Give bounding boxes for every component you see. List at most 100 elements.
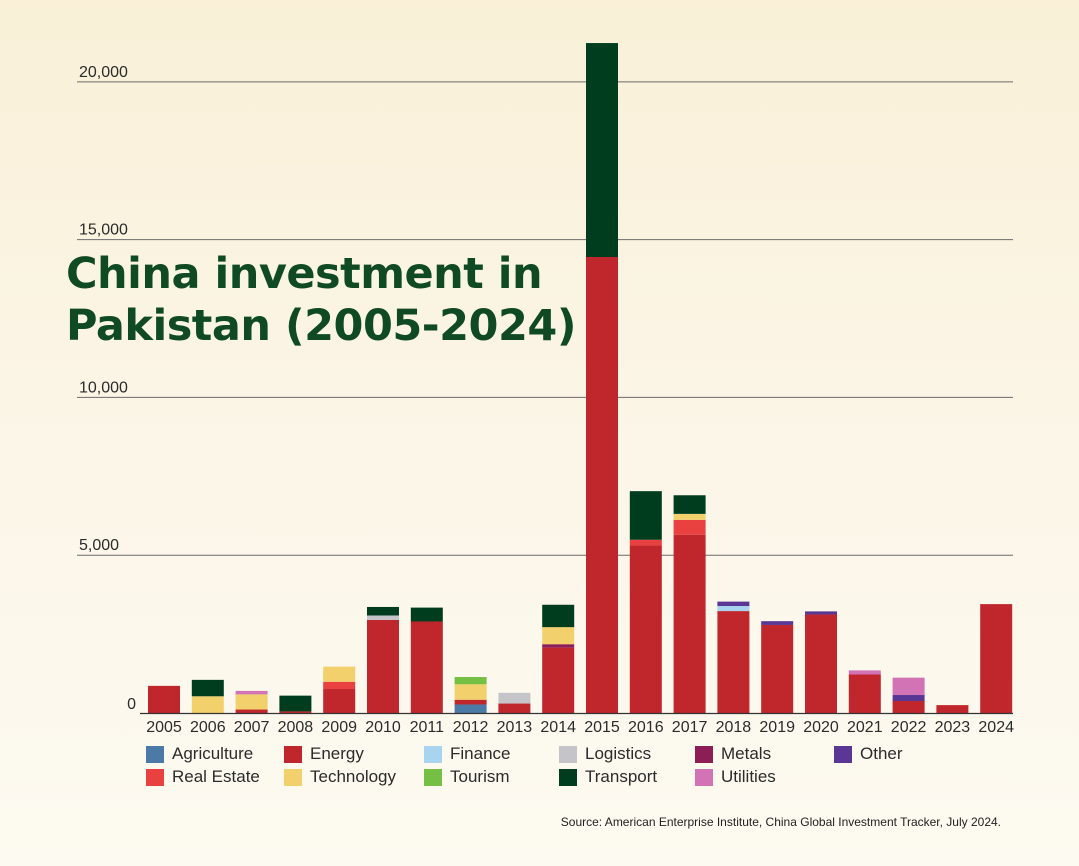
bar-segment-energy bbox=[629, 545, 662, 713]
bar-segment-transport bbox=[542, 604, 575, 628]
legend-item: Finance bbox=[424, 744, 510, 764]
legend-label: Tourism bbox=[450, 767, 510, 786]
bar-segment-transport bbox=[367, 606, 399, 616]
bar-segment-technology bbox=[235, 694, 268, 710]
bar-segment-energy bbox=[279, 711, 312, 713]
x-tick-label: 2013 bbox=[497, 719, 533, 736]
bar-segment-energy bbox=[761, 624, 794, 713]
bar-segment-energy bbox=[367, 619, 399, 713]
bar-segment-other bbox=[892, 695, 925, 702]
bar-segment-real-estate bbox=[673, 519, 706, 535]
legend-label: Logistics bbox=[585, 744, 652, 763]
chart-title-line-2: Pakistan (2005-2024) bbox=[66, 301, 576, 352]
legend-label: Transport bbox=[585, 767, 658, 786]
bar-segment-utilities bbox=[892, 677, 925, 696]
bar-segment-real-estate bbox=[629, 539, 662, 546]
y-tick-label: 10,000 bbox=[79, 379, 128, 396]
x-tick-label: 2008 bbox=[278, 719, 314, 736]
bar-segment-energy bbox=[717, 611, 750, 713]
x-tick-label: 2015 bbox=[584, 719, 620, 736]
legend-item: Energy bbox=[284, 744, 364, 764]
bar-segment-energy bbox=[542, 647, 575, 713]
bar-segment-energy bbox=[673, 534, 706, 713]
x-tick-label: 2021 bbox=[847, 719, 883, 736]
x-tick-label: 2006 bbox=[190, 719, 226, 736]
bar-segment-transport bbox=[673, 495, 706, 514]
bar-segment-transport bbox=[410, 607, 443, 622]
legend-label: Technology bbox=[310, 767, 397, 786]
x-tick-label: 2010 bbox=[365, 719, 401, 736]
chart-title-line-1: China investment in bbox=[66, 249, 543, 299]
bar-segment-tourism bbox=[454, 677, 487, 685]
x-tick-label: 2009 bbox=[321, 719, 357, 736]
bar-segment-technology bbox=[191, 696, 224, 713]
bar-segment-agriculture bbox=[454, 704, 487, 713]
legend-swatch bbox=[695, 745, 713, 763]
bar-segment-energy bbox=[848, 674, 881, 713]
bar-segment-energy bbox=[235, 709, 268, 713]
y-tick-label: 0 bbox=[127, 696, 136, 713]
legend-label: Real Estate bbox=[172, 767, 260, 786]
legend-swatch bbox=[424, 745, 442, 763]
legend-item: Technology bbox=[284, 767, 396, 787]
bar-segment-finance bbox=[717, 606, 750, 612]
bar-segment-logistics bbox=[367, 615, 399, 620]
bar-segment-technology bbox=[454, 684, 487, 700]
bar-segment-energy bbox=[936, 705, 969, 713]
bar-segment-real-estate bbox=[323, 681, 356, 690]
bar-segment-other bbox=[717, 601, 750, 607]
legend-item: Tourism bbox=[424, 767, 510, 787]
legend-item: Utilities bbox=[695, 767, 776, 787]
legend-label: Agriculture bbox=[172, 744, 254, 763]
legend-item: Agriculture bbox=[146, 744, 253, 764]
bar-segment-other bbox=[761, 621, 794, 625]
bar-segment-technology bbox=[673, 513, 706, 520]
bar-segment-energy bbox=[586, 257, 618, 713]
x-tick-label: 2014 bbox=[540, 719, 576, 736]
bar-segment-logistics bbox=[498, 692, 531, 704]
chart-title: China investment in Pakistan (2005-2024) bbox=[66, 248, 606, 353]
legend-swatch bbox=[284, 745, 302, 763]
bar-segment-energy bbox=[323, 689, 356, 713]
legend-swatch bbox=[559, 745, 577, 763]
x-tick-label: 2023 bbox=[935, 719, 971, 736]
bar-segment-energy bbox=[498, 703, 531, 713]
x-tick-label: 2020 bbox=[803, 719, 839, 736]
legend-item: Transport bbox=[559, 767, 657, 787]
x-tick-label: 2016 bbox=[628, 719, 664, 736]
chart-legend: Agriculture Energy Finance Logistics Metals O… bbox=[146, 744, 946, 790]
bar-segment-transport bbox=[629, 491, 662, 540]
legend-label: Metals bbox=[721, 744, 772, 763]
legend-label: Utilities bbox=[721, 767, 776, 786]
legend-swatch bbox=[424, 768, 442, 786]
source-note: Source: American Enterprise Institute, C… bbox=[560, 815, 1001, 829]
legend-item: Other bbox=[834, 744, 903, 764]
y-tick-label: 5,000 bbox=[79, 537, 119, 554]
legend-label: Finance bbox=[450, 744, 511, 763]
y-tick-label: 20,000 bbox=[79, 64, 128, 81]
x-tick-label: 2017 bbox=[672, 719, 708, 736]
x-tick-label: 2007 bbox=[234, 719, 270, 736]
bar-segment-transport bbox=[279, 695, 312, 712]
bar-segment-utilities bbox=[848, 670, 881, 675]
bar-segment-technology bbox=[542, 627, 575, 645]
bar-segment-other bbox=[805, 611, 837, 615]
x-tick-label: 2018 bbox=[716, 719, 752, 736]
x-tick-label: 2012 bbox=[453, 719, 489, 736]
y-tick-label: 15,000 bbox=[79, 222, 128, 239]
bar-segment-energy bbox=[454, 699, 487, 705]
x-tick-label: 2024 bbox=[978, 719, 1014, 736]
legend-swatch bbox=[834, 745, 852, 763]
x-tick-label: 2011 bbox=[410, 719, 445, 736]
legend-item: Logistics bbox=[559, 744, 651, 764]
legend-label: Energy bbox=[310, 744, 364, 763]
legend-label: Other bbox=[860, 744, 903, 763]
legend-item: Metals bbox=[695, 744, 771, 764]
bar-segment-technology bbox=[323, 666, 356, 682]
bar-segment-metals bbox=[542, 644, 575, 648]
legend-swatch bbox=[146, 745, 164, 763]
legend-item: Real Estate bbox=[146, 767, 260, 787]
legend-swatch bbox=[284, 768, 302, 786]
bar-segment-energy bbox=[980, 604, 1013, 713]
